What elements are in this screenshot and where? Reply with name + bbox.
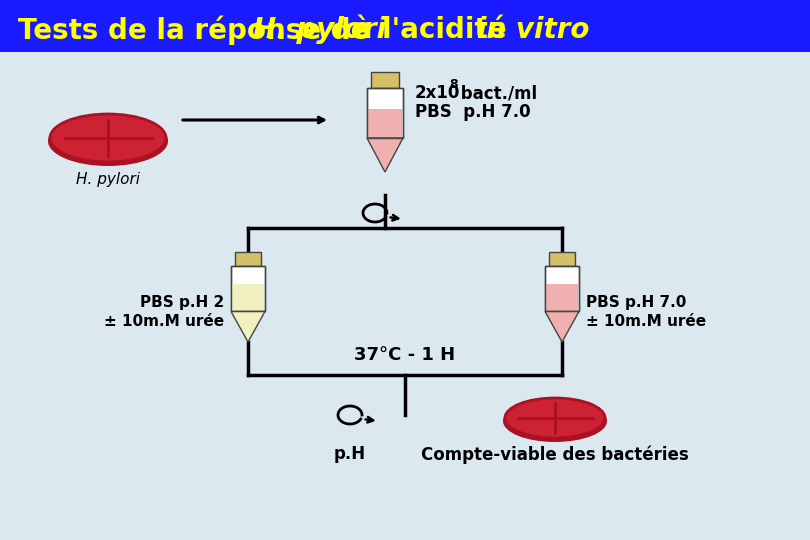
Polygon shape	[545, 312, 579, 342]
Text: H. pylori: H. pylori	[253, 16, 386, 44]
Bar	[231, 266, 265, 312]
Ellipse shape	[505, 398, 605, 438]
Bar	[371, 72, 399, 88]
Text: PBS p.H 2: PBS p.H 2	[140, 295, 224, 310]
Text: Compte-viable des bactéries: Compte-viable des bactéries	[421, 445, 688, 463]
Text: 2x10: 2x10	[415, 84, 460, 102]
Text: ± 10m.M urée: ± 10m.M urée	[586, 314, 706, 329]
Text: p.H: p.H	[334, 445, 366, 463]
Text: 8: 8	[449, 78, 458, 91]
Ellipse shape	[48, 116, 168, 166]
Text: 37°C - 1 H: 37°C - 1 H	[355, 346, 455, 364]
Text: ± 10m.M urée: ± 10m.M urée	[104, 314, 224, 329]
Text: PBS p.H 7.0: PBS p.H 7.0	[586, 295, 686, 310]
Bar	[232, 285, 264, 312]
Ellipse shape	[503, 400, 607, 442]
Bar	[545, 266, 579, 312]
Text: Tests de la réponse de: Tests de la réponse de	[18, 15, 379, 45]
Bar	[367, 88, 403, 138]
Bar	[549, 252, 575, 266]
Bar	[231, 266, 265, 312]
Polygon shape	[231, 312, 265, 342]
Text: H. pylori: H. pylori	[76, 172, 140, 187]
Text: à l'acidité: à l'acidité	[344, 16, 517, 44]
Polygon shape	[367, 138, 403, 172]
Text: bact./ml: bact./ml	[455, 84, 537, 102]
Bar	[368, 109, 402, 138]
Bar	[546, 285, 578, 312]
Text: in vitro: in vitro	[477, 16, 590, 44]
Bar	[545, 266, 579, 312]
Text: PBS  p.H 7.0: PBS p.H 7.0	[415, 103, 531, 121]
Bar	[367, 88, 403, 138]
Ellipse shape	[50, 114, 166, 162]
Bar	[235, 252, 261, 266]
Bar	[0, 0, 810, 52]
